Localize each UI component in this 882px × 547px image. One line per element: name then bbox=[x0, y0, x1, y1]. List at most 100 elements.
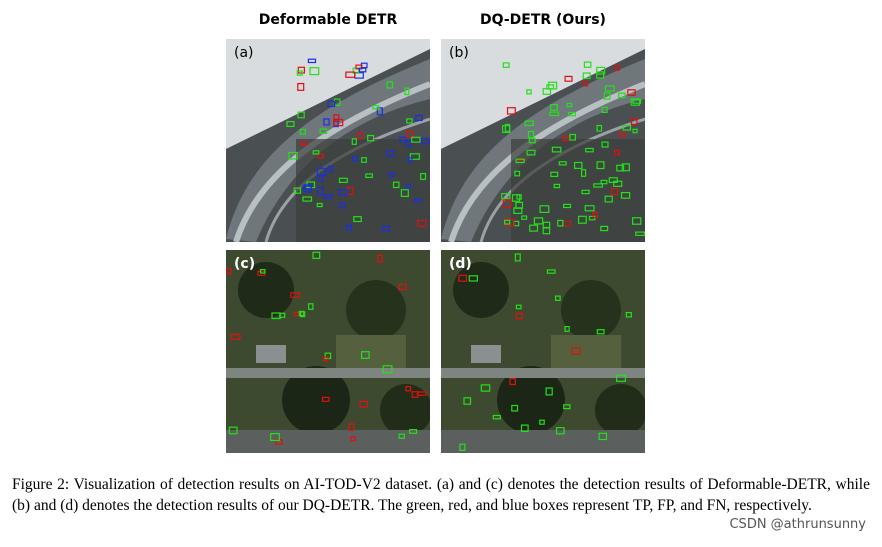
detection-box bbox=[307, 58, 317, 64]
detection-box bbox=[348, 423, 355, 431]
detection-box bbox=[381, 225, 390, 232]
aerial-residential-image-c bbox=[226, 250, 430, 453]
detection-box bbox=[300, 141, 308, 146]
detection-box bbox=[622, 124, 632, 131]
detection-box bbox=[604, 195, 613, 203]
column-title-deformable-detr: Deformable DETR bbox=[258, 12, 398, 28]
detection-box bbox=[506, 107, 516, 115]
panel-d-aerial-image: (d) bbox=[441, 250, 645, 453]
detection-box bbox=[527, 130, 535, 139]
detection-box bbox=[323, 118, 330, 126]
detection-box bbox=[625, 311, 632, 318]
detection-box bbox=[614, 65, 620, 71]
aerial-parking-lot-image-b bbox=[441, 39, 645, 242]
detection-box bbox=[407, 157, 413, 163]
detection-box bbox=[327, 100, 336, 108]
detection-box bbox=[415, 114, 423, 122]
detection-box bbox=[555, 427, 565, 435]
detection-box bbox=[571, 347, 581, 355]
detection-box bbox=[600, 225, 609, 232]
detection-box bbox=[376, 107, 383, 116]
detection-box bbox=[298, 310, 305, 317]
detection-box bbox=[593, 183, 604, 188]
detection-box bbox=[353, 216, 362, 223]
detection-box bbox=[515, 158, 525, 164]
detection-box bbox=[596, 124, 603, 132]
panel-label-a: (a) bbox=[234, 45, 254, 61]
panel-a-aerial-image: (a) bbox=[226, 39, 430, 242]
detection-box bbox=[502, 199, 512, 208]
detection-box bbox=[361, 157, 367, 163]
detection-box bbox=[274, 439, 283, 445]
detection-box bbox=[520, 424, 529, 433]
detection-box bbox=[550, 103, 558, 111]
detection-box bbox=[542, 88, 552, 95]
detection-box bbox=[409, 153, 420, 160]
detection-box bbox=[566, 102, 573, 108]
detection-box bbox=[226, 268, 232, 275]
detection-box bbox=[630, 98, 641, 106]
detection-box bbox=[635, 231, 645, 236]
detection-box bbox=[297, 82, 305, 91]
detection-box bbox=[350, 436, 356, 442]
detection-box bbox=[557, 219, 564, 227]
detection-box bbox=[546, 269, 556, 274]
detection-box bbox=[563, 404, 571, 410]
detection-box bbox=[526, 149, 536, 156]
detection-box bbox=[611, 187, 619, 196]
detection-box bbox=[585, 147, 594, 153]
detection-box bbox=[515, 304, 522, 310]
detection-box bbox=[293, 187, 302, 194]
detection-box bbox=[468, 275, 478, 282]
detection-box bbox=[514, 253, 521, 262]
detection-box bbox=[459, 443, 466, 451]
detection-box bbox=[581, 189, 590, 195]
detection-box bbox=[562, 203, 572, 209]
detection-box bbox=[598, 432, 608, 441]
detection-box bbox=[358, 67, 367, 73]
detection-box bbox=[382, 365, 393, 374]
detection-box bbox=[416, 391, 427, 396]
detection-box bbox=[584, 205, 595, 212]
detection-box bbox=[388, 172, 395, 178]
detection-box bbox=[323, 356, 329, 362]
detection-box bbox=[293, 311, 303, 317]
detection-box bbox=[564, 325, 570, 332]
detection-box bbox=[230, 333, 241, 340]
detection-box bbox=[458, 274, 467, 282]
detection-box bbox=[616, 374, 627, 382]
detection-box bbox=[406, 118, 413, 124]
detection-box bbox=[359, 400, 369, 408]
detection-box bbox=[309, 67, 320, 76]
aerial-residential-image-d bbox=[441, 250, 645, 453]
detection-box bbox=[405, 130, 414, 138]
detection-box bbox=[333, 118, 344, 127]
detection-box bbox=[269, 433, 280, 442]
detection-box bbox=[417, 219, 427, 227]
detection-box bbox=[367, 134, 375, 142]
detection-box bbox=[545, 387, 553, 396]
detection-box bbox=[351, 138, 357, 145]
detection-box bbox=[317, 187, 324, 195]
detection-box bbox=[621, 163, 630, 172]
detection-box bbox=[405, 140, 412, 147]
panel-label-b: (b) bbox=[449, 45, 469, 61]
detection-box bbox=[321, 396, 330, 402]
watermark: CSDN @athrunsunny bbox=[727, 517, 868, 532]
detection-box bbox=[228, 426, 238, 435]
detection-box bbox=[405, 386, 412, 392]
detection-box bbox=[616, 164, 625, 172]
detection-box bbox=[365, 173, 373, 179]
detection-box bbox=[392, 181, 400, 189]
detection-box bbox=[627, 89, 636, 96]
detection-box bbox=[338, 177, 348, 184]
detection-box bbox=[583, 61, 592, 68]
detection-box bbox=[345, 71, 356, 78]
detection-box bbox=[630, 117, 638, 126]
detection-box bbox=[596, 71, 605, 79]
detection-box bbox=[600, 179, 608, 185]
detection-box bbox=[604, 85, 615, 92]
detection-box bbox=[632, 99, 642, 104]
detection-box bbox=[596, 329, 605, 335]
detection-box bbox=[386, 150, 395, 157]
